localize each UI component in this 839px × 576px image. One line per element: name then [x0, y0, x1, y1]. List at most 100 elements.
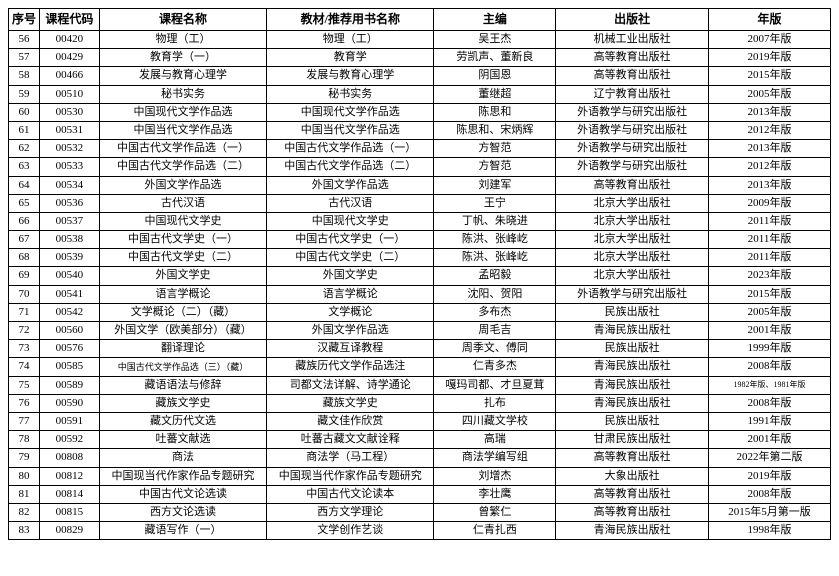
- cell-seq: 73: [9, 340, 40, 358]
- cell-seq: 59: [9, 85, 40, 103]
- cell-book: 中国现当代作家作品专题研究: [267, 467, 434, 485]
- cell-year: 2008年版: [709, 485, 831, 503]
- cell-editor: 扎布: [434, 394, 556, 412]
- cell-seq: 57: [9, 49, 40, 67]
- table-row: 8000812中国现当代作家作品专题研究中国现当代作家作品专题研究刘增杰大象出版…: [9, 467, 831, 485]
- table-row: 7700591藏文历代文选藏文佳作欣赏四川藏文学校民族出版社1991年版: [9, 412, 831, 430]
- cell-seq: 62: [9, 140, 40, 158]
- cell-name: 藏语语法与修辞: [99, 376, 266, 394]
- cell-name: 中国古代文学作品选（三）（藏）: [99, 358, 266, 376]
- cell-code: 00560: [39, 322, 99, 340]
- cell-seq: 72: [9, 322, 40, 340]
- cell-publisher: 北京大学出版社: [556, 231, 709, 249]
- cell-publisher: 民族出版社: [556, 412, 709, 430]
- cell-code: 00829: [39, 522, 99, 540]
- cell-book: 商法学（马工程）: [267, 449, 434, 467]
- cell-name: 中国古代文学史（一）: [99, 231, 266, 249]
- cell-code: 00591: [39, 412, 99, 430]
- cell-year: 2023年版: [709, 267, 831, 285]
- cell-name: 中国古代文学作品选（一）: [99, 140, 266, 158]
- cell-year: 2005年版: [709, 85, 831, 103]
- cell-editor: 多布杰: [434, 303, 556, 321]
- table-row: 6100531中国当代文学作品选中国当代文学作品选陈思和、宋炳辉外语教学与研究出…: [9, 121, 831, 139]
- table-row: 5800466发展与教育心理学发展与教育心理学阴国恩高等教育出版社2015年版: [9, 67, 831, 85]
- table-row: 7500589藏语语法与修辞司都文法详解、诗学通论嘎玛司都、才旦夏茸青海民族出版…: [9, 376, 831, 394]
- cell-year: 2009年版: [709, 194, 831, 212]
- table-row: 8300829藏语写作（一）文学创作艺谈仁青扎西青海民族出版社1998年版: [9, 522, 831, 540]
- cell-publisher: 民族出版社: [556, 303, 709, 321]
- cell-code: 00585: [39, 358, 99, 376]
- cell-code: 00536: [39, 194, 99, 212]
- cell-name: 商法: [99, 449, 266, 467]
- table-row: 6800539中国古代文学史（二）中国古代文学史（二）陈洪、张峰屹北京大学出版社…: [9, 249, 831, 267]
- table-row: 6400534外国文学作品选外国文学作品选刘建军高等教育出版社2013年版: [9, 176, 831, 194]
- cell-book: 文学创作艺谈: [267, 522, 434, 540]
- cell-name: 中国古代文论选读: [99, 485, 266, 503]
- table-row: 7200560外国文学（欧美部分）（藏）外国文学作品选周毛吉青海民族出版社200…: [9, 322, 831, 340]
- cell-book: 吐蕃古藏文文献诠释: [267, 431, 434, 449]
- cell-seq: 64: [9, 176, 40, 194]
- table-row: 7900808商法商法学（马工程）商法学编写组高等教育出版社2022年第二版: [9, 449, 831, 467]
- cell-seq: 78: [9, 431, 40, 449]
- cell-publisher: 北京大学出版社: [556, 267, 709, 285]
- cell-editor: 陈洪、张峰屹: [434, 249, 556, 267]
- table-row: 6900540外国文学史外国文学史孟昭毅北京大学出版社2023年版: [9, 267, 831, 285]
- cell-year: 1998年版: [709, 522, 831, 540]
- cell-editor: 陈思和: [434, 103, 556, 121]
- cell-year: 2022年第二版: [709, 449, 831, 467]
- cell-code: 00590: [39, 394, 99, 412]
- cell-book: 中国古代文学史（一）: [267, 231, 434, 249]
- cell-code: 00537: [39, 212, 99, 230]
- cell-editor: 周季文、傅同: [434, 340, 556, 358]
- cell-publisher: 大象出版社: [556, 467, 709, 485]
- cell-seq: 63: [9, 158, 40, 176]
- cell-book: 秘书实务: [267, 85, 434, 103]
- table-row: 5700429教育学（一）教育学劳凯声、董新良高等教育出版社2019年版: [9, 49, 831, 67]
- cell-code: 00532: [39, 140, 99, 158]
- cell-name: 物理（工）: [99, 31, 266, 49]
- cell-editor: 陈洪、张峰屹: [434, 231, 556, 249]
- cell-code: 00539: [39, 249, 99, 267]
- cell-publisher: 青海民族出版社: [556, 376, 709, 394]
- header-publisher: 出版社: [556, 9, 709, 31]
- cell-code: 00808: [39, 449, 99, 467]
- cell-book: 外国文学史: [267, 267, 434, 285]
- cell-name: 中国古代文学史（二）: [99, 249, 266, 267]
- cell-seq: 69: [9, 267, 40, 285]
- cell-editor: 四川藏文学校: [434, 412, 556, 430]
- table-row: 6200532中国古代文学作品选（一）中国古代文学作品选（一）方智范外语教学与研…: [9, 140, 831, 158]
- header-seq: 序号: [9, 9, 40, 31]
- cell-seq: 66: [9, 212, 40, 230]
- cell-year: 2012年版: [709, 121, 831, 139]
- cell-name: 古代汉语: [99, 194, 266, 212]
- cell-name: 翻译理论: [99, 340, 266, 358]
- cell-year: 2011年版: [709, 249, 831, 267]
- cell-code: 00510: [39, 85, 99, 103]
- cell-publisher: 北京大学出版社: [556, 212, 709, 230]
- cell-book: 外国文学作品选: [267, 176, 434, 194]
- cell-seq: 81: [9, 485, 40, 503]
- cell-publisher: 外语教学与研究出版社: [556, 121, 709, 139]
- cell-year: 1991年版: [709, 412, 831, 430]
- cell-book: 中国现代文学史: [267, 212, 434, 230]
- cell-editor: 劳凯声、董新良: [434, 49, 556, 67]
- cell-publisher: 青海民族出版社: [556, 322, 709, 340]
- cell-year: 2019年版: [709, 49, 831, 67]
- cell-publisher: 高等教育出版社: [556, 67, 709, 85]
- cell-code: 00533: [39, 158, 99, 176]
- cell-year: 2012年版: [709, 158, 831, 176]
- cell-code: 00576: [39, 340, 99, 358]
- cell-year: 2008年版: [709, 358, 831, 376]
- cell-name: 吐蕃文献选: [99, 431, 266, 449]
- cell-seq: 61: [9, 121, 40, 139]
- cell-year: 2011年版: [709, 231, 831, 249]
- cell-seq: 68: [9, 249, 40, 267]
- cell-book: 物理（工）: [267, 31, 434, 49]
- cell-code: 00466: [39, 67, 99, 85]
- table-row: 6300533中国古代文学作品选（二）中国古代文学作品选（二）方智范外语教学与研…: [9, 158, 831, 176]
- cell-publisher: 外语教学与研究出版社: [556, 103, 709, 121]
- cell-seq: 77: [9, 412, 40, 430]
- cell-editor: 嘎玛司都、才旦夏茸: [434, 376, 556, 394]
- cell-editor: 丁帆、朱晓进: [434, 212, 556, 230]
- cell-seq: 60: [9, 103, 40, 121]
